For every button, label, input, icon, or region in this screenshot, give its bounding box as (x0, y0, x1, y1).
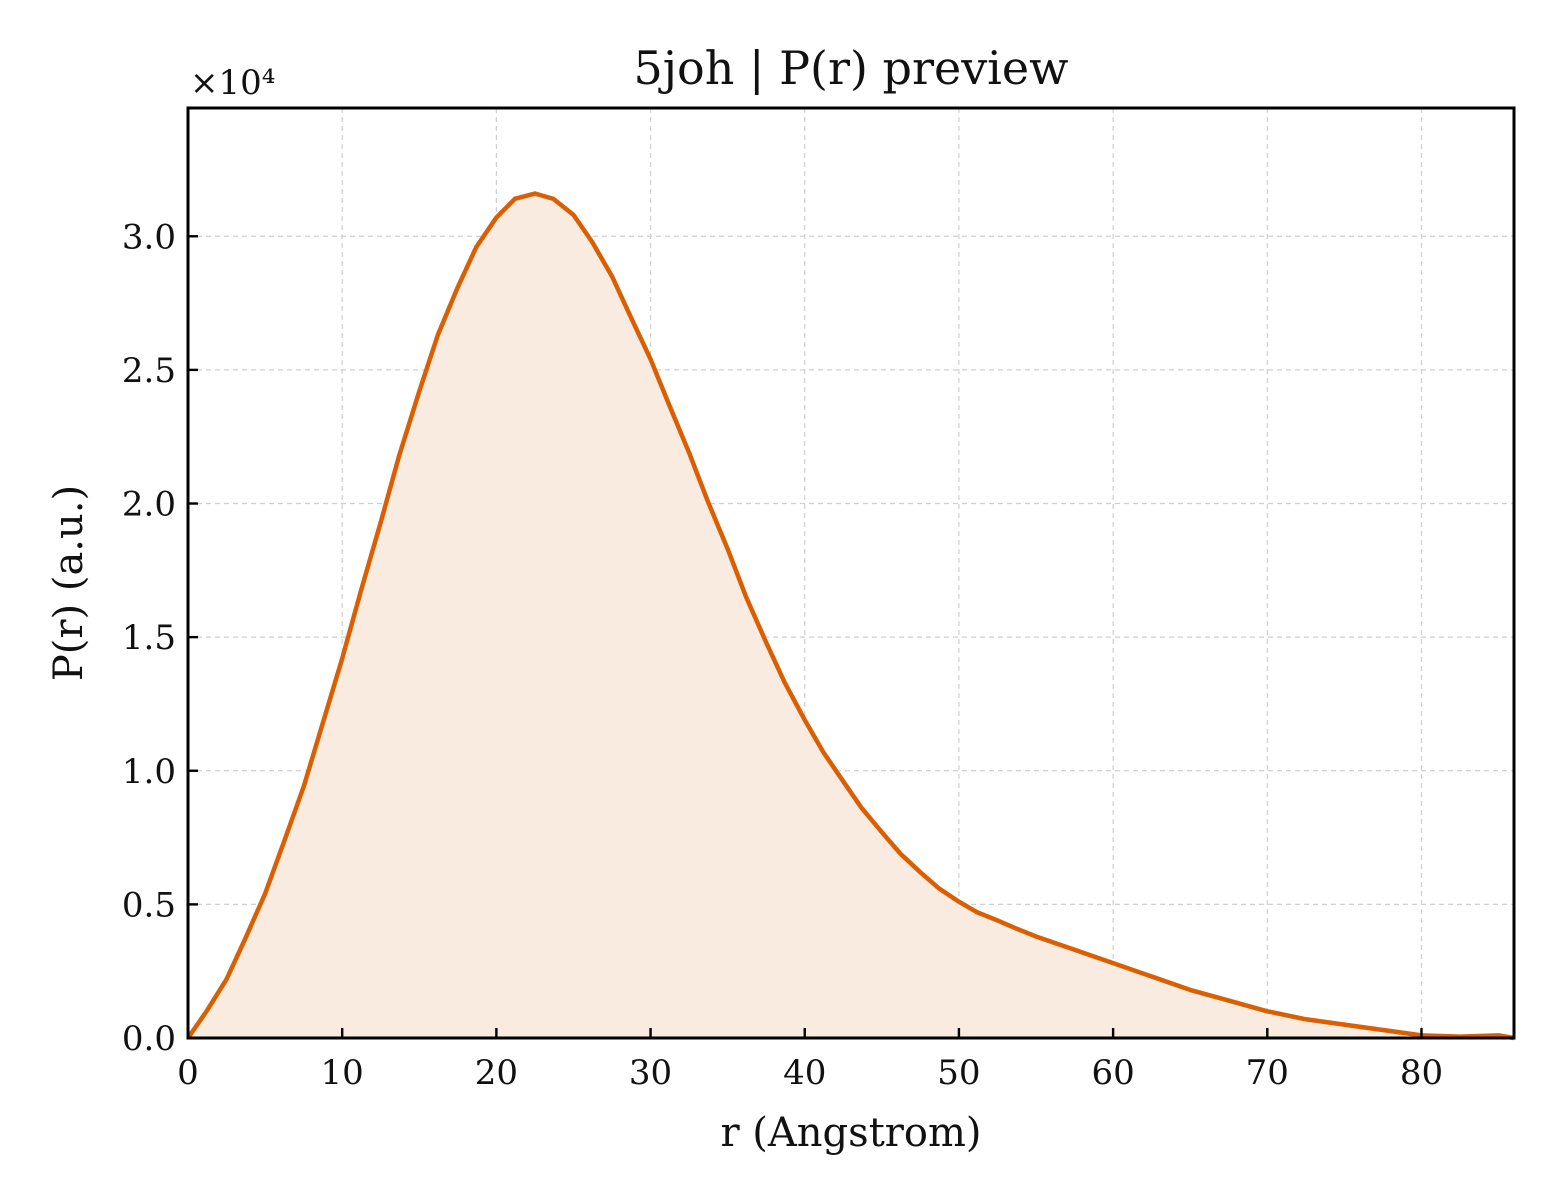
x-tick-label: 60 (1091, 1053, 1134, 1093)
series-area-fill (188, 193, 1514, 1038)
x-tick-label: 0 (177, 1053, 199, 1093)
chart-title: 5joh | P(r) preview (633, 41, 1068, 95)
x-tick-label: 20 (475, 1053, 518, 1093)
y-tick-label: 0.0 (122, 1019, 176, 1059)
x-tick-label: 40 (783, 1053, 826, 1093)
y-tick-label: 2.5 (122, 351, 176, 391)
x-axis-label: r (Angstrom) (720, 1110, 981, 1156)
y-tick-label: 3.0 (122, 217, 176, 257)
x-tick-label: 50 (937, 1053, 980, 1093)
plot-frame (186, 106, 1516, 1040)
y-tick-label: 0.5 (122, 885, 176, 925)
y-tick-label: 1.0 (122, 752, 176, 792)
y-tick-label: 1.5 (122, 618, 176, 658)
tick-layer: 0 10 20 30 40 50 60 70 80 0.0 0.5 1.0 1.5 2.0 2.5 3.0 (122, 217, 1443, 1093)
x-tick-label: 10 (321, 1053, 364, 1093)
series-line (186, 191, 1515, 1041)
y-axis-label: P(r) (a.u.) (46, 485, 92, 681)
x-tick-label: 80 (1400, 1053, 1443, 1093)
x-tick-label: 30 (629, 1053, 672, 1093)
y-tick-label: 2.0 (122, 485, 176, 525)
y-axis-multiplier: ×10⁴ (190, 63, 275, 103)
x-tick-label: 70 (1246, 1053, 1289, 1093)
